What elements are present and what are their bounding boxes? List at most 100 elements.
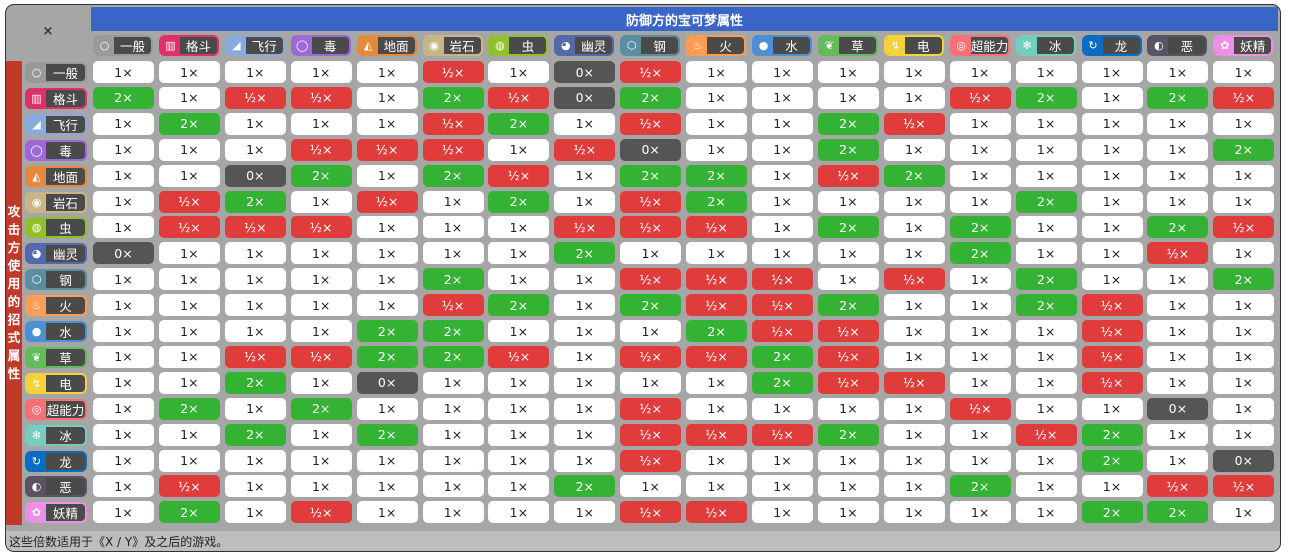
defender-type-7[interactable]: ◕ 幽灵 — [554, 35, 615, 56]
matrix-cell: 1× — [554, 190, 616, 213]
attacker-type-6[interactable]: ◍ 虫 — [25, 217, 87, 239]
matrix-cell: 2× — [620, 164, 682, 187]
matrix-cell: 1× — [290, 268, 352, 291]
matrix-cell: 1× — [752, 86, 813, 109]
matrix-cell: 1× — [554, 112, 616, 135]
defender-type-6[interactable]: ◍ 虫 — [488, 35, 549, 56]
attacker-type-10[interactable]: ● 水 — [25, 321, 87, 342]
matrix-cell: 1× — [1081, 164, 1143, 187]
matrix-cell: 2× — [356, 423, 418, 446]
matrix-cell: 1× — [883, 475, 945, 498]
type-label: 地面 — [52, 169, 78, 185]
defender-type-4[interactable]: ◭ 地面 — [356, 35, 417, 56]
matrix-cell: ½× — [817, 320, 879, 342]
matrix-cell: ½× — [290, 216, 352, 239]
matrix-cell: 0× — [356, 371, 418, 394]
matrix-cell: ½× — [554, 138, 616, 161]
attacker-type-4[interactable]: ◭ 地面 — [25, 165, 87, 187]
matrix-cell: 2× — [554, 475, 616, 498]
defender-type-15[interactable]: ↻ 龙 — [1081, 35, 1142, 56]
defender-type-14[interactable]: ✻ 冰 — [1015, 35, 1076, 56]
type-label: 岩石 — [52, 195, 78, 211]
defender-type-8[interactable]: ⬡ 钢 — [620, 35, 681, 56]
matrix-cell: 1× — [686, 61, 748, 83]
type-label: 一般 — [52, 66, 78, 81]
defender-type-9[interactable]: ♨ 火 — [686, 35, 747, 56]
matrix-cell: 1× — [224, 242, 286, 265]
defender-type-13[interactable]: ◎ 超能力 — [949, 35, 1010, 56]
type-label: 幽灵 — [581, 39, 607, 54]
matrix-cell: ½× — [620, 216, 682, 239]
matrix-cell: 1× — [817, 61, 879, 83]
matrix-cell: 1× — [422, 397, 484, 420]
matrix-cell: 2× — [620, 294, 682, 317]
attacker-type-3[interactable]: ◯ 毒 — [25, 139, 87, 161]
attacker-type-0[interactable]: ○ 一般 — [25, 62, 87, 83]
attacker-type-7[interactable]: ◕ 幽灵 — [25, 243, 87, 265]
matrix-cell: 1× — [1147, 138, 1209, 161]
type-label: 飞行 — [52, 117, 78, 133]
matrix-cell: 1× — [949, 320, 1011, 342]
defender-type-11[interactable]: ❦ 草 — [817, 35, 878, 56]
matrix-cell: 0× — [1213, 449, 1275, 472]
matrix-cell: 1× — [224, 449, 286, 472]
attacker-type-14[interactable]: ✻ 冰 — [25, 424, 87, 446]
defender-type-header: 防御方的宝可梦属性 — [91, 7, 1278, 31]
attacker-type-5[interactable]: ◉ 岩石 — [25, 191, 87, 213]
close-icon[interactable]: × — [42, 23, 54, 39]
defender-type-12[interactable]: ↯ 电 — [883, 35, 944, 56]
attacker-type-15[interactable]: ↻ 龙 — [25, 450, 87, 472]
matrix-cell: 1× — [422, 242, 484, 265]
attacker-type-11[interactable]: ❦ 草 — [25, 346, 87, 368]
matrix-cell: 1× — [356, 164, 418, 187]
defender-type-3[interactable]: ◯ 毒 — [290, 35, 351, 56]
matrix-cell: 2× — [1015, 190, 1077, 213]
matrix-cell: 2× — [883, 164, 945, 187]
matrix-cell: ½× — [422, 61, 484, 83]
matrix-cell: 1× — [554, 371, 616, 394]
defender-type-5[interactable]: ◉ 岩石 — [422, 35, 483, 56]
type-label: 岩石 — [449, 39, 475, 54]
attacker-type-13[interactable]: ◎ 超能力 — [25, 398, 87, 420]
matrix-cell: 1× — [290, 61, 352, 83]
matrix-cell: 2× — [158, 112, 220, 135]
matrix-cell: 1× — [1015, 164, 1077, 187]
type-5-icon: ◉ — [424, 37, 444, 54]
defender-type-17[interactable]: ✿ 妖精 — [1213, 35, 1274, 56]
attacker-type-17[interactable]: ✿ 妖精 — [25, 502, 87, 524]
type-label: 格斗 — [185, 39, 211, 54]
matrix-cell: 1× — [883, 216, 945, 239]
attacker-type-2[interactable]: ◢ 飞行 — [25, 113, 87, 135]
attacker-side-bar — [6, 61, 22, 525]
matrix-cell: 1× — [224, 320, 286, 342]
matrix-cell: 2× — [686, 164, 748, 187]
matrix-cell: 2× — [620, 86, 682, 109]
matrix-cell: 1× — [686, 112, 748, 135]
defender-type-1[interactable]: ▥ 格斗 — [158, 35, 219, 56]
type-7-icon: ◕ — [556, 37, 576, 54]
matrix-cell: 1× — [949, 164, 1011, 187]
defender-type-10[interactable]: ● 水 — [752, 35, 812, 56]
attacker-type-1[interactable]: ▥ 格斗 — [25, 87, 87, 109]
matrix-cell: 1× — [93, 112, 154, 135]
matrix-cell: 1× — [1015, 138, 1077, 161]
footer-note: 这些倍数适用于《X / Y》及之后的游戏。 — [6, 531, 1280, 551]
matrix-cell: 2× — [1081, 449, 1143, 472]
matrix-cell: ½× — [1147, 475, 1209, 498]
matrix-cell: ½× — [686, 345, 748, 368]
attacker-type-12[interactable]: ↯ 电 — [25, 372, 87, 394]
matrix-cell: ½× — [620, 61, 682, 83]
matrix-cell: ½× — [1081, 294, 1143, 317]
defender-type-2[interactable]: ◢ 飞行 — [224, 35, 285, 56]
matrix-cell: 1× — [1081, 242, 1143, 265]
attacker-type-9[interactable]: ♨ 火 — [25, 295, 87, 317]
matrix-cell: 1× — [620, 320, 682, 342]
defender-type-0[interactable]: ○ 一般 — [93, 35, 153, 56]
defender-type-16[interactable]: ◐ 恶 — [1147, 35, 1208, 56]
type-label: 格斗 — [52, 91, 78, 107]
attacker-move-type-label: 攻击方使用的招式属性 — [6, 61, 22, 525]
matrix-cell: 1× — [356, 216, 418, 239]
attacker-type-16[interactable]: ◐ 恶 — [25, 476, 87, 498]
attacker-type-8[interactable]: ⬡ 钢 — [25, 269, 87, 291]
matrix-cell: 1× — [224, 501, 286, 524]
